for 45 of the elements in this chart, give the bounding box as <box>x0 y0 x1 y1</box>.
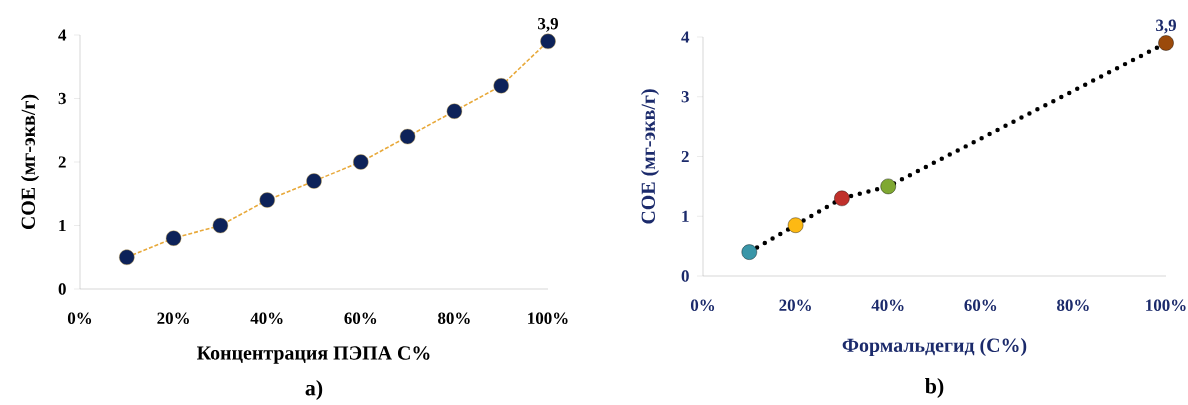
point <box>834 190 850 207</box>
x-tick-label: 0% <box>690 299 715 311</box>
x-tick-label: 20% <box>779 299 811 311</box>
point <box>493 78 509 94</box>
point <box>1158 35 1174 51</box>
y-tick-label: 3 <box>58 92 66 105</box>
x-axis-title: Формальдегид (С%) <box>842 337 1027 357</box>
x-axis-title: Концентрация ПЭПА С% <box>197 346 430 364</box>
y-tick-label: 0 <box>58 283 66 295</box>
x-tick-label: 60% <box>344 312 377 324</box>
y-axis-title: СОЕ (мг-экв/г) <box>20 94 40 230</box>
data-label: 3,9 <box>538 17 558 32</box>
text: b) <box>925 378 944 398</box>
point <box>119 249 135 265</box>
point <box>787 217 804 233</box>
point <box>399 128 416 145</box>
data-label: 3,9 <box>1156 19 1176 34</box>
y-tick-label: 2 <box>58 156 66 168</box>
y-tick-label: 1 <box>682 210 689 222</box>
x-tick-label: 0% <box>67 312 92 324</box>
point <box>259 192 275 208</box>
point <box>880 178 896 195</box>
x-tick-label: 100% <box>1146 299 1186 311</box>
point <box>741 244 758 260</box>
point <box>353 154 369 170</box>
point <box>446 103 463 119</box>
point <box>540 33 556 50</box>
y-tick-label: 4 <box>58 29 67 41</box>
x-tick-label: 60% <box>964 299 997 311</box>
x-tick-label: 80% <box>438 312 470 324</box>
y-axis-title: СОЕ (мг-экв/г) <box>640 89 660 224</box>
x-tick-label: 40% <box>871 299 904 311</box>
x-tick-label: 20% <box>157 312 189 324</box>
y-tick-label: 3 <box>681 91 689 103</box>
x-tick-label: 40% <box>250 312 283 324</box>
x-tick-label: 80% <box>1057 299 1089 311</box>
y-tick-label: 4 <box>681 31 690 43</box>
point <box>306 173 322 189</box>
text: a) <box>305 380 323 400</box>
point <box>165 230 182 246</box>
y-tick-label: 2 <box>681 150 689 163</box>
x-tick-label: 100% <box>528 312 568 324</box>
y-tick-label: 0 <box>681 270 689 282</box>
point <box>212 217 229 234</box>
y-tick-label: 1 <box>59 219 66 232</box>
